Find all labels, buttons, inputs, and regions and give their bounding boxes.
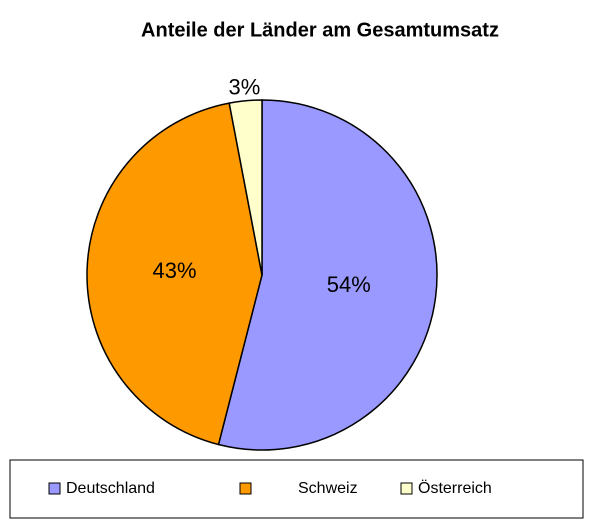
legend-swatch	[400, 482, 413, 495]
legend-label: Schweiz	[298, 480, 358, 497]
pie-slice	[217, 99, 438, 451]
chart-title: Anteile der Länder am Gesamtumsatz	[141, 19, 499, 41]
legend-swatch	[48, 482, 61, 495]
data-label: 54%	[327, 272, 371, 297]
data-label: 3%	[228, 74, 260, 99]
pie-slice	[228, 99, 263, 276]
data-label: 43%	[153, 258, 197, 283]
legend-label: Deutschland	[66, 480, 155, 497]
legend-box	[9, 459, 584, 519]
legend-swatch	[239, 482, 252, 495]
pie-slice	[86, 102, 263, 446]
legend-label: Österreich	[418, 479, 492, 497]
